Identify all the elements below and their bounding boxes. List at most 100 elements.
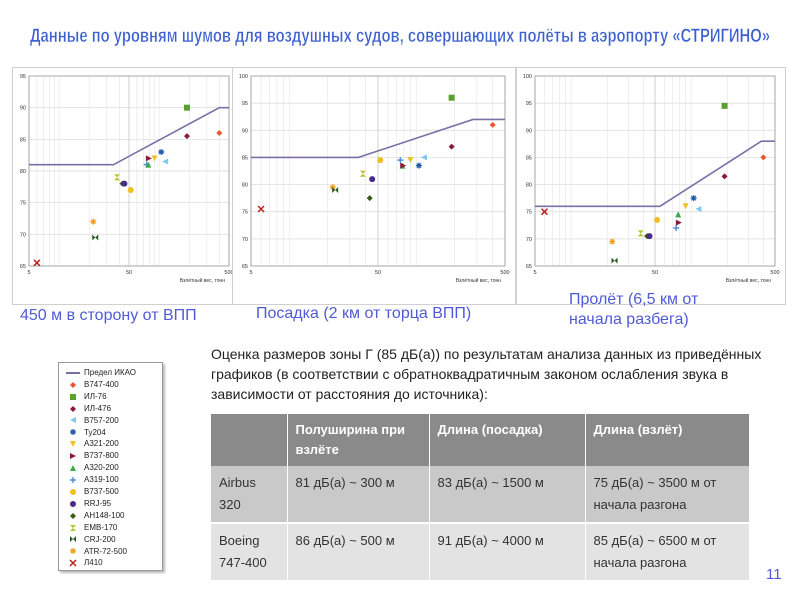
legend-marker (70, 381, 76, 388)
legend-marker (69, 559, 77, 567)
line-icon (66, 371, 80, 374)
table-cell: 85 дБ(а) ~ 6500 м от начала разгона (585, 523, 750, 582)
legend-label: EMB-170 (84, 522, 118, 532)
x-tick-label: 50 (126, 270, 132, 276)
table-row: Airbus 320 81 дБ(а) ~ 300 м 83 дБ(а) ~ 1… (211, 466, 750, 524)
chart-side-noise: 65 70 75 80 85 90 95 5 50 500 Взлётный вес, тонн (12, 67, 238, 305)
data-point (540, 208, 549, 216)
data-point (609, 238, 616, 245)
table-header-cell: Длина (взлёт) (585, 414, 750, 466)
chart-grid (250, 75, 506, 267)
data-point (257, 205, 265, 213)
y-tick-label: 75 (526, 210, 532, 216)
x-tick-label: 5 (27, 270, 30, 276)
data-point (407, 157, 414, 164)
legend-label: Л410 (84, 558, 103, 568)
x-axis-label: Взлётный вес, тонн (456, 277, 502, 284)
chart-flyover: 65 70 75 80 85 90 95 100 5 50 500 Взлётный вес, тон… (516, 67, 786, 305)
x-axis-label: Взлётный вес, тонн (180, 277, 226, 284)
icao-limit-line (29, 106, 229, 166)
legend-item: Л410 (65, 557, 103, 569)
y-tick-label: 100 (523, 74, 532, 80)
data-point (654, 216, 661, 223)
data-point (400, 162, 407, 169)
asterisk-icon (70, 548, 76, 555)
legend-item: Предел ИКАО (65, 367, 136, 379)
data-point (332, 187, 339, 193)
legend-marker (70, 453, 76, 460)
data-point (121, 180, 128, 187)
data-point (448, 143, 455, 150)
y-tick-label: 65 (242, 264, 248, 270)
table-cell: Airbus 320 (211, 466, 288, 524)
caption-side: 450 м в сторону от ВПП (20, 307, 197, 324)
data-point (415, 162, 422, 169)
legend-label: АН148-100 (84, 510, 125, 520)
estimate-text: Оценка размеров зоны Г (85 дБ(а)) по рез… (211, 346, 762, 402)
x-tick-label: 5 (533, 270, 536, 276)
x-tick-label: 50 (652, 270, 658, 276)
table-header-row: Полуширина при взлёте Длина (посадка) Дл… (211, 414, 750, 466)
hourglass-icon (70, 524, 76, 531)
legend-label: ИЛ-476 (84, 403, 112, 413)
table-row: Boeing 747-400 86 дБ(а) ~ 500 м 91 дБ(а)… (211, 523, 750, 582)
data-point (183, 104, 190, 111)
y-tick-label: 85 (20, 137, 26, 143)
legend-label: Предел ИКАО (84, 368, 137, 377)
caption-flyover: Пролёт (6,5 км от начала разбега) (569, 291, 699, 328)
data-point (162, 158, 169, 165)
data-point (695, 206, 702, 212)
y-tick-label: 80 (242, 183, 248, 189)
data-point (92, 234, 99, 241)
legend-label: A321-200 (84, 439, 119, 449)
diamond-icon (70, 381, 76, 388)
legend-item: ИЛ-76 (65, 391, 107, 403)
bowtie-icon (70, 536, 76, 543)
table-header-cell: Длина (посадка) (429, 414, 586, 466)
data-point (114, 174, 121, 181)
diamond-icon (70, 405, 76, 412)
data-point (611, 257, 618, 264)
legend-item: RRJ-95 (65, 498, 111, 510)
plot-frame (534, 75, 776, 267)
icao-limit-line (535, 140, 775, 208)
data-point (721, 102, 728, 109)
legend-marker (70, 429, 76, 436)
y-tick-label: 75 (20, 201, 26, 207)
icao-limit-line (251, 118, 505, 159)
legend-item: АН148-100 (65, 510, 124, 522)
legend-label: B757-200 (84, 415, 119, 425)
data-point (646, 233, 653, 240)
table-header-cell (211, 414, 288, 466)
legend-marker (70, 476, 76, 483)
table-cell: 91 дБ(а) ~ 4000 м (429, 523, 586, 582)
data-point (359, 170, 366, 177)
x-tick-label: 500 (770, 270, 779, 276)
legend-label: B737-500 (84, 487, 119, 496)
table-cell: 83 дБ(а) ~ 1500 м (429, 466, 586, 524)
data-point (682, 203, 689, 210)
slide-title: Данные по уровням шумов для воздушных су… (30, 26, 770, 47)
data-point (158, 149, 165, 155)
legend-label: ATR-72-500 (84, 546, 127, 556)
data-point (183, 133, 190, 140)
legend-marker (70, 405, 76, 412)
legend-item: A321-200 (65, 438, 119, 450)
y-tick-label: 85 (242, 155, 248, 161)
y-tick-label: 90 (526, 128, 532, 134)
chart-landing: 65 70 75 80 85 90 95 100 5 50 500 Взлётный вес, тон… (232, 67, 516, 305)
data-point (721, 173, 728, 180)
table-header-cell: Полуширина при взлёте (287, 414, 430, 466)
legend-label: RRJ-95 (84, 498, 112, 508)
plot-frame (250, 75, 506, 267)
legend-marker (70, 500, 76, 507)
y-tick-label: 95 (20, 74, 26, 80)
asterisk-icon (70, 429, 76, 436)
legend-label: B737-800 (84, 451, 119, 461)
caption-landing: Посадка (2 км от торца ВПП) (256, 305, 472, 322)
triangle-down-icon (70, 441, 76, 448)
data-point (151, 155, 158, 162)
plot-frame (28, 75, 230, 267)
